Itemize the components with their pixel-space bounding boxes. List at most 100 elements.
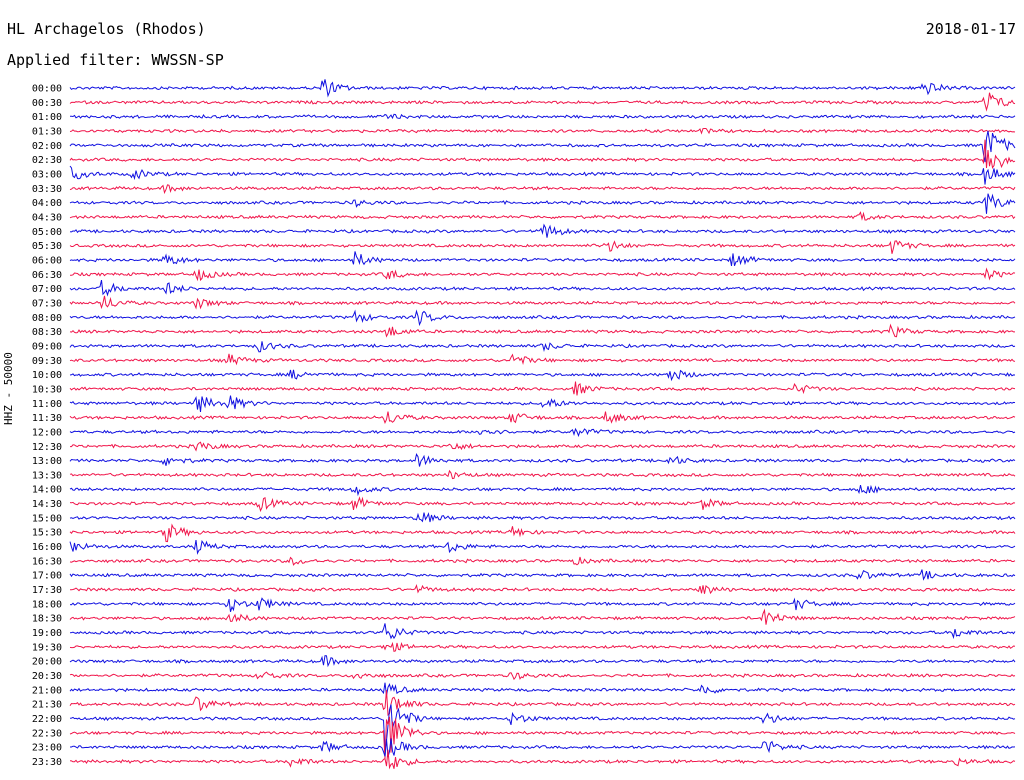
- row-tick-label: 04:00: [32, 198, 62, 209]
- row-tick-label: 12:00: [32, 427, 62, 438]
- seismic-trace-line: [69, 512, 1016, 523]
- row-tick-label: 13:00: [32, 456, 62, 467]
- row-tick-label: 16:30: [32, 556, 62, 567]
- row-tick-label: 09:30: [32, 356, 62, 367]
- row-tick-label: 15:00: [32, 513, 62, 524]
- row-tick-label: 05:00: [32, 227, 62, 238]
- row-tick-label: 11:00: [32, 399, 62, 410]
- seismic-trace-line: [70, 113, 1016, 120]
- seismic-trace-line: [69, 556, 1016, 566]
- row-tick-label: 19:00: [32, 628, 62, 639]
- row-tick-label: 10:00: [32, 370, 62, 381]
- row-tick-label: 04:30: [32, 212, 62, 223]
- seismic-trace-line: [69, 130, 1016, 163]
- row-tick-label: 14:00: [32, 485, 62, 496]
- seismic-trace-line: [69, 165, 1016, 185]
- seismic-trace-line: [69, 223, 1016, 238]
- seismic-trace-line: [69, 411, 1016, 424]
- row-tick-label: 19:30: [32, 642, 62, 653]
- row-tick-label: 17:00: [32, 571, 62, 582]
- row-tick-label: 03:00: [32, 169, 62, 180]
- row-tick-label: 22:00: [32, 714, 62, 725]
- seismic-trace-line: [69, 279, 1016, 297]
- row-tick-label: 05:30: [32, 241, 62, 252]
- seismic-trace-line: [69, 427, 1016, 438]
- seismic-trace-line: [69, 655, 1016, 668]
- row-tick-label: 22:30: [32, 728, 62, 739]
- row-tick-label: 23:30: [32, 757, 62, 768]
- seismic-trace-line: [69, 128, 1016, 135]
- seismic-trace-line: [69, 193, 1016, 214]
- row-tick-label: 08:30: [32, 327, 62, 338]
- seismic-trace-line: [69, 240, 1016, 254]
- row-tick-label: 16:00: [32, 542, 62, 553]
- row-tick-label: 15:30: [32, 528, 62, 539]
- seismic-trace-line: [69, 671, 1016, 681]
- row-tick-label: 00:00: [32, 84, 62, 95]
- row-tick-label: 07:30: [32, 298, 62, 309]
- row-tick-label: 06:00: [32, 255, 62, 266]
- row-tick-label: 07:00: [32, 284, 62, 295]
- row-tick-label: 06:30: [32, 270, 62, 281]
- row-tick-label: 18:30: [32, 614, 62, 625]
- seismic-trace-line: [69, 690, 1016, 716]
- seismic-trace-line: [69, 184, 1016, 195]
- row-tick-label: 12:30: [32, 442, 62, 453]
- date-label: 2018-01-17: [925, 20, 1016, 38]
- seismic-trace-line: [70, 584, 1016, 595]
- row-tick-label: 00:30: [32, 98, 62, 109]
- seismic-trace-line: [69, 749, 1016, 770]
- seismic-trace-line: [69, 341, 1016, 353]
- seismic-trace-line: [69, 704, 1016, 750]
- seismic-trace-line: [69, 79, 1016, 98]
- seismic-trace-line: [69, 295, 1016, 310]
- seismic-trace-line: [69, 323, 1015, 338]
- row-tick-label: 20:30: [32, 671, 62, 682]
- seismic-trace-line: [69, 251, 1016, 266]
- seismic-trace-line: [69, 369, 1016, 382]
- row-tick-label: 08:00: [32, 313, 62, 324]
- seismic-trace-line: [70, 441, 1016, 452]
- seismic-trace-line: [69, 469, 1016, 480]
- seismic-trace-line: [69, 523, 1016, 543]
- seismic-trace-line: [69, 139, 1016, 169]
- row-tick-label: 17:30: [32, 585, 62, 596]
- row-tick-label: 23:00: [32, 743, 62, 754]
- seismic-trace-line: [69, 484, 1016, 497]
- row-tick-label: 10:30: [32, 384, 62, 395]
- row-tick-label: 03:30: [32, 184, 62, 195]
- row-tick-label: 21:30: [32, 700, 62, 711]
- seismic-trace-line: [69, 453, 1016, 467]
- row-tick-label: 09:00: [32, 341, 62, 352]
- row-tick-label: 11:30: [32, 413, 62, 424]
- seismic-trace-line: [69, 92, 1016, 112]
- row-tick-label: 02:00: [32, 141, 62, 152]
- seismic-trace-line: [69, 608, 1016, 625]
- seismic-trace-line: [69, 539, 1016, 555]
- seismic-trace-line: [70, 738, 1016, 758]
- row-tick-label: 21:00: [32, 685, 62, 696]
- seismic-trace-line: [69, 381, 1016, 396]
- seismic-trace-line: [69, 395, 1016, 412]
- seismic-trace-line: [69, 309, 1016, 327]
- row-tick-label: 13:30: [32, 470, 62, 481]
- seismic-trace-line: [69, 569, 1016, 581]
- row-tick-label: 01:00: [32, 112, 62, 123]
- seismic-trace-line: [69, 211, 1016, 221]
- seismic-trace-line: [69, 716, 1016, 759]
- station-title: HL Archagelos (Rhodos): [7, 20, 206, 38]
- row-tick-label: 01:30: [32, 126, 62, 137]
- seismic-trace-line: [69, 597, 1016, 612]
- row-tick-label: 18:00: [32, 599, 62, 610]
- row-tick-label: 02:30: [32, 155, 62, 166]
- seismic-trace-line: [69, 496, 1016, 513]
- seismic-trace-line: [69, 353, 1016, 366]
- row-tick-label: 14:30: [32, 499, 62, 510]
- seismic-trace-line: [69, 623, 1016, 640]
- row-tick-label: 20:00: [32, 657, 62, 668]
- seismic-trace-line: [69, 641, 1016, 653]
- seismic-trace-line: [69, 267, 1016, 282]
- filter-label: Applied filter: WWSSN-SP: [7, 51, 224, 69]
- seismic-trace-line: [69, 682, 1016, 696]
